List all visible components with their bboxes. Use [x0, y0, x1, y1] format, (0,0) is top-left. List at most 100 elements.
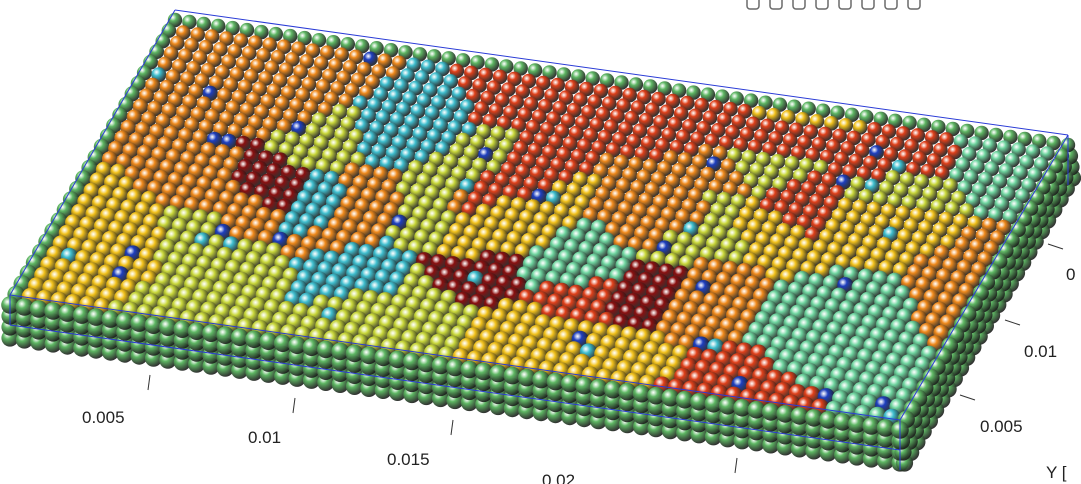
particle: [515, 84, 531, 99]
particle: [830, 105, 845, 120]
particle: [431, 356, 450, 375]
particle: [931, 119, 946, 135]
axis-tick: [1047, 243, 1064, 250]
particle: [1017, 131, 1032, 147]
particle: [501, 82, 516, 97]
particle: [589, 378, 608, 397]
particle: [233, 33, 249, 48]
particle: [873, 111, 888, 127]
particle: [747, 401, 766, 419]
particle: [861, 132, 876, 148]
particle: [657, 81, 672, 96]
particle: [947, 144, 963, 160]
particle: [87, 308, 105, 326]
particle: [630, 100, 646, 115]
particle: [888, 113, 903, 128]
particle: [671, 83, 687, 98]
particle: [628, 77, 644, 92]
particle: [478, 67, 494, 83]
save-icon[interactable]: [767, 0, 785, 12]
particle: [383, 43, 399, 58]
particle: [326, 35, 341, 50]
particle: [902, 115, 917, 130]
particle: [616, 98, 631, 113]
particle: [700, 87, 716, 102]
particle: [489, 364, 507, 383]
figure-toolbar: [744, 0, 923, 14]
particle: [317, 340, 335, 359]
particle: [355, 39, 370, 54]
box-edge: [9, 9, 176, 296]
particle: [643, 79, 658, 94]
particle: [867, 122, 882, 137]
axis-tick: [1004, 319, 1021, 326]
rotate-3d-icon[interactable]: [813, 0, 831, 12]
particle: [561, 374, 579, 393]
particle: [406, 57, 422, 73]
particle: [862, 417, 881, 435]
particle: [369, 41, 384, 56]
particle: [513, 61, 528, 76]
particle: [686, 85, 701, 100]
particle: [579, 81, 594, 97]
particle: [345, 344, 364, 363]
x-tick-label: 0.015: [387, 450, 430, 469]
zoom-in-icon[interactable]: [859, 0, 877, 12]
x-tick-label: 0.01: [248, 428, 281, 447]
particle: [953, 134, 969, 149]
particle: [182, 14, 197, 30]
particle: [297, 30, 312, 46]
particle: [216, 326, 235, 345]
particle: [661, 388, 680, 407]
particle: [357, 62, 372, 77]
particle: [532, 370, 550, 389]
particle: [776, 405, 794, 423]
particle: [470, 55, 485, 70]
particle: [173, 320, 192, 339]
particle: [848, 415, 866, 433]
particle: [429, 72, 444, 87]
particle: [564, 79, 580, 95]
particle: [1003, 129, 1018, 145]
particle: [996, 140, 1012, 155]
particle: [441, 51, 456, 66]
axis-tick: [734, 457, 738, 474]
particle: [518, 368, 536, 387]
particle: [718, 397, 737, 415]
particle: [1046, 135, 1061, 151]
particle: [632, 384, 651, 403]
particle: [556, 67, 572, 82]
particle: [305, 43, 321, 58]
particle: [130, 314, 148, 332]
particle: [273, 334, 292, 353]
y-tick-label: 0.005: [980, 417, 1023, 436]
particle: [29, 300, 48, 318]
insert-legend-icon[interactable]: [790, 0, 808, 12]
particle: [599, 73, 615, 88]
particle: [268, 26, 283, 42]
particle: [288, 336, 306, 355]
particle: [1011, 142, 1026, 157]
particle: [752, 105, 767, 121]
particle: [484, 57, 500, 72]
particle: [15, 298, 34, 316]
particle: [795, 112, 810, 127]
box-edge: [9, 324, 901, 451]
particle: [254, 24, 269, 40]
particle: [196, 16, 211, 32]
particle: [204, 29, 220, 44]
particle: [733, 399, 751, 417]
print-icon[interactable]: [744, 0, 762, 12]
particle: [604, 380, 622, 399]
zoom-out-icon[interactable]: [882, 0, 900, 12]
particle: [758, 95, 773, 110]
particle: [787, 99, 802, 114]
pan-hand-icon[interactable]: [836, 0, 854, 12]
particle: [331, 342, 350, 361]
particle: [881, 124, 897, 139]
particle: [614, 75, 629, 90]
home-icon[interactable]: [905, 0, 923, 12]
particle: [717, 112, 732, 127]
particle: [259, 332, 278, 351]
